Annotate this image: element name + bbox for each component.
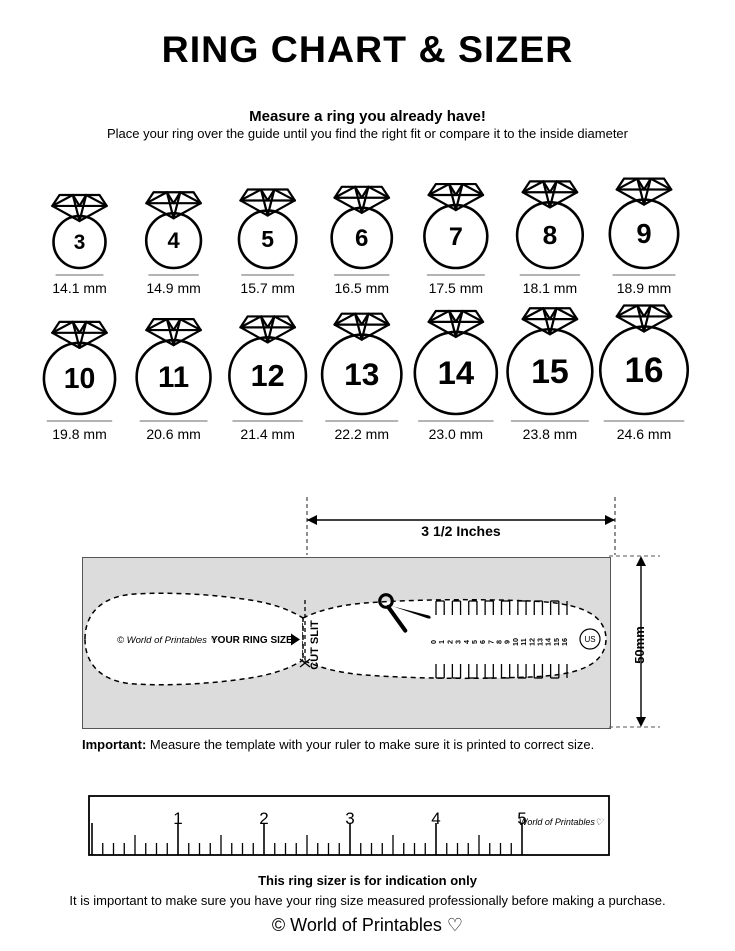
svg-text:3: 3 xyxy=(345,809,354,828)
svg-text:4: 4 xyxy=(431,809,440,828)
svg-text:2: 2 xyxy=(259,809,268,828)
svg-text:1: 1 xyxy=(173,809,182,828)
svg-text:World of Printables♡: World of Printables♡ xyxy=(519,817,604,827)
